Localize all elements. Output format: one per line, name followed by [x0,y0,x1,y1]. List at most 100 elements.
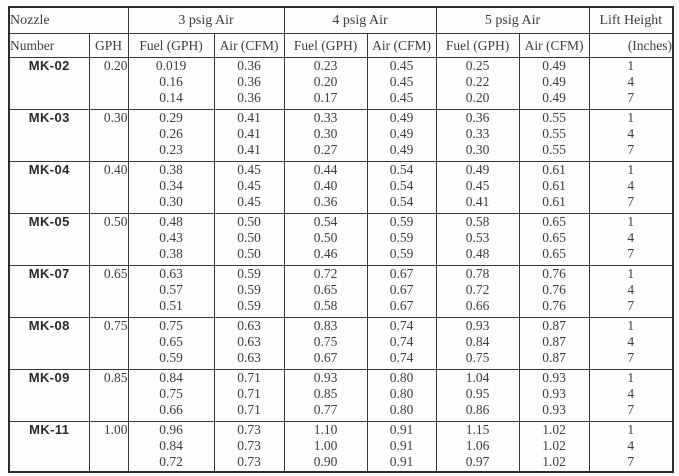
number-header: Number [8,33,90,58]
cell-value: 0.36 [313,194,338,209]
header-row-columns: Number GPH Fuel (GPH) Air (CFM) Fuel (GP… [8,33,674,58]
nozzle-number-cell: MK-05 [8,213,90,266]
cell-value: 0.87 [542,350,566,365]
cell-value: 1.10 [313,422,338,438]
psig3-air-cell: 0.73 0.73 0.73 [213,421,285,472]
psig5-air-header: Air (CFM) [518,33,590,58]
gph-value: 0.30 [103,110,128,126]
lift-height-cell: 1 4 7 [588,213,674,266]
cell-value: 0.49 [389,110,414,126]
table-row: MK-11 1.00 0.96 0.84 0.72 0.73 0.73 0.73… [8,421,674,472]
cell-value: 0.74 [389,334,414,349]
cell-value: 0.87 [542,318,566,334]
gph-header: GPH [88,33,129,58]
cell-value: 0.80 [389,370,414,386]
cell-value: 0.97 [465,454,490,469]
cell-value: 0.85 [313,386,338,401]
lift-height-cell: 1 4 7 [588,109,674,162]
cell-value: 0.73 [237,438,261,453]
lift-height-cell: 1 4 7 [588,265,674,318]
cell-value: 0.93 [542,386,566,401]
cell-value: 0.93 [465,318,490,334]
cell-value: 0.72 [159,454,183,469]
psig5-fuel-cell: 0.49 0.45 0.41 [435,161,520,214]
lift-height-cell: 1 4 7 [588,369,674,422]
psig3-fuel-cell: 0.29 0.26 0.23 [127,109,215,162]
gph-cell: 0.50 [88,213,129,266]
table-row: MK-07 0.65 0.63 0.57 0.51 0.59 0.59 0.59… [8,265,674,318]
nozzle-number-cell: MK-07 [8,265,90,318]
psig3-air-cell: 0.36 0.36 0.36 [213,57,285,110]
cell-value: 4 [627,386,635,401]
cell-value: 0.83 [313,318,338,334]
cell-value: 0.14 [159,90,183,105]
nozzle-number-cell: MK-04 [8,161,90,214]
cell-value: 1.00 [313,438,338,453]
cell-value: 0.59 [237,282,261,297]
cell-value: 0.91 [389,422,414,438]
psig3-fuel-header: Fuel (GPH) [127,33,215,58]
header-row-groups: Nozzle 3 psig Air 4 psig Air 5 psig Air … [8,6,674,34]
cell-value: 0.63 [159,266,183,282]
cell-value: 0.86 [465,402,490,417]
psig5-air-cell: 0.87 0.87 0.87 [518,317,590,370]
cell-value: 0.33 [313,110,338,126]
cell-value: 0.95 [465,386,490,401]
gph-cell: 0.85 [88,369,129,422]
psig4-air-cell: 0.45 0.45 0.45 [366,57,437,110]
cell-value: 0.67 [389,266,414,282]
cell-value: 4 [627,74,635,89]
cell-value: 0.72 [313,266,338,282]
cell-value: 0.87 [542,334,566,349]
cell-value: 7 [627,454,635,469]
psig4-fuel-cell: 0.23 0.20 0.17 [283,57,368,110]
nozzle-number: MK-07 [28,266,70,282]
cell-value: 0.25 [465,58,490,74]
cell-value: 7 [627,90,635,105]
cell-value: 0.36 [237,58,261,74]
psig3-fuel-cell: 0.48 0.43 0.38 [127,213,215,266]
cell-value: 0.45 [389,90,414,105]
nozzle-number-cell: MK-08 [8,317,90,370]
psig5-fuel-cell: 0.58 0.53 0.48 [435,213,520,266]
gph-value: 0.85 [103,370,128,386]
cell-value: 0.30 [465,142,490,157]
cell-value: 1 [627,214,635,230]
cell-value: 0.84 [465,334,490,349]
gph-value: 0.50 [103,214,128,230]
cell-value: 0.63 [237,334,261,349]
psig4-fuel-cell: 1.10 1.00 0.90 [283,421,368,472]
gph-cell: 0.75 [88,317,129,370]
nozzle-number: MK-03 [28,110,70,126]
nozzle-number: MK-05 [28,214,70,230]
cell-value: 0.50 [313,230,338,245]
cell-value: 0.17 [313,90,338,105]
nozzle-number: MK-08 [28,318,70,334]
table-row: MK-09 0.85 0.84 0.75 0.66 0.71 0.71 0.71… [8,369,674,422]
cell-value: 0.63 [237,350,261,365]
gph-cell: 1.00 [88,421,129,472]
cell-value: 0.41 [237,110,261,126]
cell-value: 0.54 [389,194,414,209]
cell-value: 0.41 [237,126,261,141]
cell-value: 0.72 [465,282,490,297]
psig4-fuel-cell: 0.54 0.50 0.46 [283,213,368,266]
cell-value: 0.74 [389,318,414,334]
psig4-fuel-cell: 0.83 0.75 0.67 [283,317,368,370]
cell-value: 0.84 [159,370,183,386]
gph-value: 0.65 [103,266,128,282]
psig4-air-cell: 0.59 0.59 0.59 [366,213,437,266]
cell-value: 0.41 [465,194,490,209]
gph-value: 0.40 [103,162,128,178]
cell-value: 0.49 [542,90,566,105]
gph-cell: 0.30 [88,109,129,162]
psig5-fuel-cell: 0.93 0.84 0.75 [435,317,520,370]
cell-value: 0.49 [542,74,566,89]
cell-value: 0.61 [542,162,566,178]
cell-value: 0.22 [465,74,490,89]
cell-value: 0.30 [313,126,338,141]
cell-value: 0.65 [159,334,183,349]
cell-value: 0.46 [313,246,338,261]
cell-value: 4 [627,126,635,141]
